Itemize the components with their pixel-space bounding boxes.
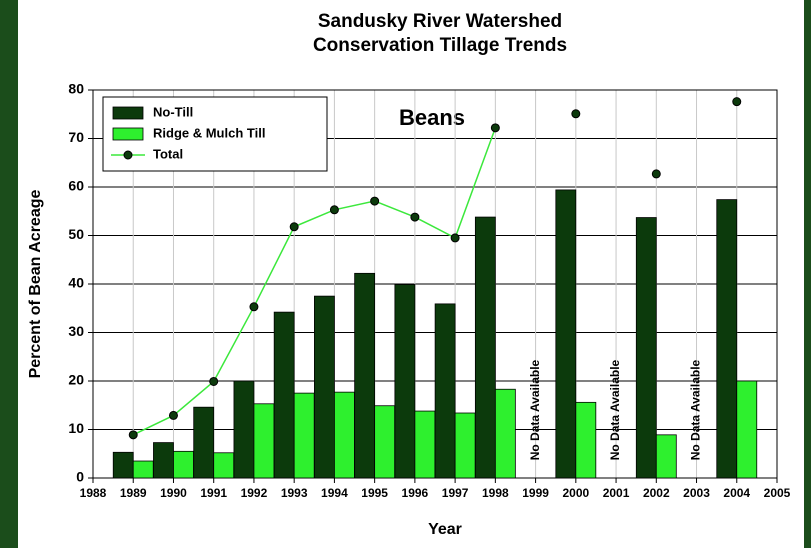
y-tick-label: 20 — [68, 372, 84, 388]
chart-title: Conservation Tillage Trends — [313, 35, 567, 56]
bar — [474, 216, 496, 479]
x-tick-label: 1995 — [361, 486, 388, 500]
bar — [314, 295, 335, 479]
point — [571, 109, 581, 119]
bar — [253, 403, 275, 479]
legend-label: Ridge & Mulch Till — [153, 125, 265, 140]
x-tick-label: 1998 — [482, 486, 509, 500]
y-axis-label: Percent of Bean Acreage — [27, 189, 44, 378]
bar — [273, 311, 295, 479]
point — [450, 233, 460, 243]
legend-marker — [123, 150, 133, 160]
legend-label: No-Till — [153, 104, 193, 119]
chart-title: Sandusky River Watershed — [318, 11, 562, 32]
bar — [374, 405, 396, 479]
x-tick-label: 1989 — [120, 486, 147, 500]
x-tick-label: 1990 — [160, 486, 187, 500]
legend-swatch — [112, 106, 144, 120]
bar — [153, 442, 174, 479]
point — [289, 222, 299, 232]
bar — [193, 406, 215, 479]
bar — [293, 392, 315, 479]
legend-label: Total — [153, 146, 183, 161]
bar — [454, 412, 476, 479]
legend-swatch — [112, 127, 144, 141]
x-tick-label: 1996 — [402, 486, 429, 500]
y-tick-label: 60 — [68, 178, 84, 194]
bar — [414, 410, 436, 479]
x-tick-label: 2002 — [643, 486, 670, 500]
bar — [655, 434, 677, 479]
y-tick-label: 0 — [76, 469, 84, 485]
point — [370, 196, 380, 206]
bar — [494, 388, 516, 479]
x-tick-label: 2004 — [723, 486, 750, 500]
x-tick-label: 1988 — [80, 486, 107, 500]
no-data-label: No Data Available — [689, 359, 703, 460]
annotation: Beans — [399, 105, 465, 130]
bar — [434, 303, 456, 479]
point — [490, 123, 500, 133]
y-tick-label: 10 — [68, 420, 84, 436]
y-tick-label: 80 — [68, 81, 84, 97]
point — [410, 212, 420, 222]
x-tick-label: 1992 — [241, 486, 268, 500]
x-tick-label: 1991 — [200, 486, 227, 500]
bar — [635, 217, 657, 479]
bar — [555, 189, 577, 479]
x-tick-label: 1999 — [522, 486, 549, 500]
bar — [354, 272, 376, 479]
x-tick-label: 2003 — [683, 486, 710, 500]
x-tick-label: 2000 — [562, 486, 589, 500]
bar — [334, 391, 355, 479]
bar — [575, 401, 597, 479]
y-tick-label: 50 — [68, 226, 84, 242]
bar — [213, 452, 235, 479]
point — [651, 169, 661, 179]
bar — [173, 450, 194, 479]
point — [168, 410, 178, 420]
x-tick-label: 1994 — [321, 486, 348, 500]
point — [249, 302, 259, 312]
x-tick-label: 1997 — [442, 486, 469, 500]
point — [209, 376, 219, 386]
no-data-label: No Data Available — [608, 359, 622, 460]
point — [329, 205, 339, 215]
y-tick-label: 70 — [68, 129, 84, 145]
bar — [736, 380, 758, 479]
bar — [394, 284, 416, 479]
point — [732, 97, 742, 107]
bar — [112, 451, 134, 479]
x-tick-label: 1993 — [281, 486, 308, 500]
y-tick-label: 40 — [68, 275, 84, 291]
no-data-label: No Data Available — [528, 359, 542, 460]
x-tick-label: 2001 — [603, 486, 630, 500]
bar — [233, 380, 255, 479]
y-tick-label: 30 — [68, 323, 84, 339]
bar — [716, 199, 738, 479]
x-tick-label: 2005 — [764, 486, 791, 500]
bar — [132, 460, 154, 479]
point — [128, 430, 138, 440]
x-axis-label: Year — [428, 521, 462, 538]
